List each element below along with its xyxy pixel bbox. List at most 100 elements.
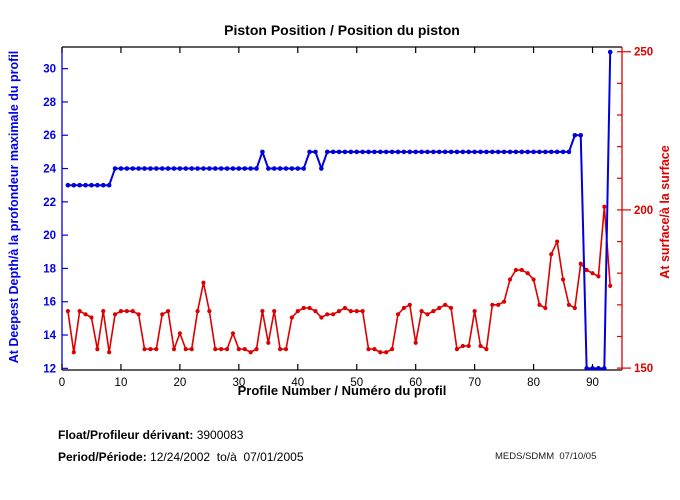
deep-depth-point bbox=[584, 366, 589, 371]
deep-depth-point bbox=[277, 166, 283, 171]
surface-point bbox=[419, 309, 424, 314]
deep-depth-point bbox=[495, 149, 501, 155]
x-tick-label: 10 bbox=[115, 377, 128, 389]
x-tick-label: 0 bbox=[59, 377, 65, 389]
surface-point bbox=[278, 347, 283, 352]
surface-point bbox=[531, 277, 536, 282]
deep-depth-point bbox=[472, 149, 477, 155]
surface-point bbox=[201, 280, 206, 285]
x-tick-label: 80 bbox=[527, 377, 540, 389]
deep-depth-point bbox=[454, 149, 460, 155]
x-tick-label: 40 bbox=[291, 377, 304, 389]
y-left-tick-label: 24 bbox=[43, 164, 56, 176]
surface-point bbox=[248, 350, 253, 355]
deep-depth-point bbox=[413, 149, 418, 155]
deep-depth-point bbox=[378, 149, 383, 155]
deep-depth-point bbox=[543, 149, 548, 155]
y-axis-label-left: At Deepest Depth/à la profondeur maximal… bbox=[7, 50, 21, 364]
y-axis-label-right: At surface/à la surface bbox=[658, 145, 672, 279]
deep-depth-point bbox=[336, 149, 342, 155]
deep-depth-point bbox=[289, 166, 295, 171]
deep-depth-point bbox=[436, 149, 442, 155]
surface-point bbox=[484, 347, 489, 352]
surface-point bbox=[272, 309, 277, 314]
surface-point bbox=[378, 350, 383, 355]
deep-depth-point bbox=[319, 166, 324, 171]
surface-point bbox=[171, 347, 177, 352]
deep-depth-point bbox=[271, 166, 277, 171]
deep-depth-point bbox=[448, 149, 454, 155]
deep-depth-point bbox=[501, 149, 507, 155]
chart-svg: 0 10 20 30 40 50 60 70 80 90 12 14 16 18 20 22 24 26 28 30 1… bbox=[43, 46, 653, 389]
x-tick-label: 50 bbox=[350, 377, 363, 389]
surface-point bbox=[490, 302, 495, 307]
deep-depth-point bbox=[401, 149, 407, 155]
deep-depth-point bbox=[230, 166, 236, 171]
surface-point bbox=[213, 347, 218, 352]
surface-point bbox=[360, 309, 365, 314]
surface-point bbox=[560, 277, 566, 282]
surface-point bbox=[407, 302, 412, 307]
deep-depth-point bbox=[260, 149, 265, 155]
deep-depth-point bbox=[136, 166, 141, 171]
deep-depth-point bbox=[460, 149, 466, 155]
deep-depth-point bbox=[560, 149, 566, 155]
deep-depth-point bbox=[165, 166, 171, 171]
chart-title: Piston Position / Position du piston bbox=[224, 22, 460, 38]
surface-point bbox=[160, 312, 165, 317]
deep-depth-point bbox=[83, 182, 88, 188]
surface-point bbox=[71, 350, 76, 355]
surface-point bbox=[519, 267, 524, 273]
deep-depth-point bbox=[154, 166, 159, 171]
surface-point bbox=[466, 343, 471, 349]
surface-point bbox=[572, 305, 577, 311]
surface-point bbox=[283, 347, 289, 352]
deep-depth-point bbox=[366, 149, 371, 155]
y-right-tick-label: 250 bbox=[634, 47, 653, 59]
deep-depth-line bbox=[67, 51, 612, 370]
deep-depth-point bbox=[513, 149, 519, 155]
surface-point bbox=[207, 309, 212, 314]
deep-depth-point bbox=[466, 149, 472, 155]
deep-depth-point bbox=[218, 166, 224, 171]
deep-depth-point bbox=[525, 149, 530, 155]
surface-point bbox=[313, 309, 318, 314]
deep-depth-point bbox=[77, 182, 82, 188]
deep-depth-point bbox=[201, 166, 206, 171]
surface-point bbox=[189, 347, 194, 352]
deep-depth-point bbox=[578, 132, 584, 138]
deep-depth-point bbox=[478, 149, 483, 155]
surface-point bbox=[372, 347, 377, 352]
deep-depth-point bbox=[124, 166, 130, 171]
surface-point bbox=[236, 347, 241, 352]
surface-point bbox=[590, 271, 595, 276]
deep-depth-point bbox=[242, 166, 248, 171]
surface-point bbox=[537, 302, 542, 307]
deep-depth-point bbox=[395, 149, 401, 155]
x-axis-label: Profile Number / Numéro du profil bbox=[237, 383, 447, 398]
surface-point bbox=[112, 312, 118, 317]
float-value: 3900083 bbox=[196, 428, 244, 442]
surface-point bbox=[496, 302, 501, 307]
x-tick-label: 60 bbox=[409, 377, 422, 389]
deep-depth-point bbox=[442, 149, 448, 155]
deep-depth-point bbox=[548, 149, 554, 155]
deep-depth-point bbox=[295, 166, 301, 171]
surface-point bbox=[307, 305, 312, 311]
surface-point bbox=[448, 305, 454, 311]
meds-sdmm-note: MEDS/SDMM 07/10/05 bbox=[495, 451, 597, 462]
deep-depth-point bbox=[330, 149, 336, 155]
surface-point bbox=[578, 261, 583, 266]
surface-point bbox=[390, 347, 395, 352]
surface-point bbox=[124, 309, 129, 314]
deep-depth-point bbox=[507, 149, 513, 155]
period-value: 12/24/2002 to/à 07/01/2005 bbox=[150, 450, 304, 464]
deep-depth-point bbox=[177, 166, 183, 171]
deep-depth-point bbox=[130, 166, 136, 171]
deep-depth-point bbox=[383, 149, 389, 155]
deep-depth-point bbox=[189, 166, 194, 171]
deep-depth-point bbox=[572, 132, 578, 138]
deep-depth-point bbox=[142, 166, 147, 171]
surface-point bbox=[254, 347, 259, 352]
surface-point bbox=[130, 309, 135, 314]
